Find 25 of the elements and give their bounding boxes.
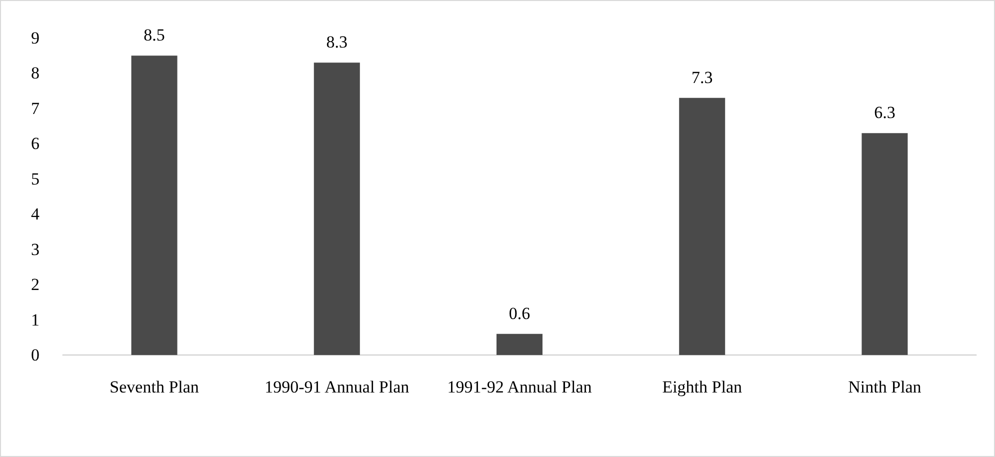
- y-tick-label: 0: [31, 346, 40, 364]
- y-tick-label: 9: [31, 28, 40, 48]
- y-tick-label: 4: [31, 204, 40, 224]
- x-tick-label: Ninth Plan: [848, 378, 922, 396]
- y-tick-label: 1: [31, 310, 40, 330]
- bar: [862, 133, 908, 355]
- x-tick-label: 1990-91 Annual Plan: [264, 378, 410, 396]
- y-tick-label: 7: [31, 98, 40, 118]
- data-label: 8.3: [326, 32, 348, 52]
- data-label: 8.5: [144, 26, 165, 45]
- data-label: 0.6: [508, 304, 530, 323]
- bar: [131, 56, 178, 355]
- bar: [679, 98, 726, 355]
- x-tick-label: 1991-92 Annual Plan: [447, 378, 592, 396]
- y-tick-label: 2: [31, 275, 40, 294]
- data-label: 6.3: [874, 103, 896, 122]
- bar: [496, 334, 542, 355]
- y-tick-label: 6: [31, 134, 40, 154]
- bar: [314, 62, 360, 355]
- y-tick-label: 5: [31, 169, 40, 188]
- x-tick-label: Seventh Plan: [110, 378, 200, 396]
- x-tick-label: Eighth Plan: [662, 378, 742, 396]
- y-tick-label: 3: [31, 240, 40, 259]
- y-tick-label: 8: [31, 64, 40, 83]
- data-label: 7.3: [691, 68, 713, 87]
